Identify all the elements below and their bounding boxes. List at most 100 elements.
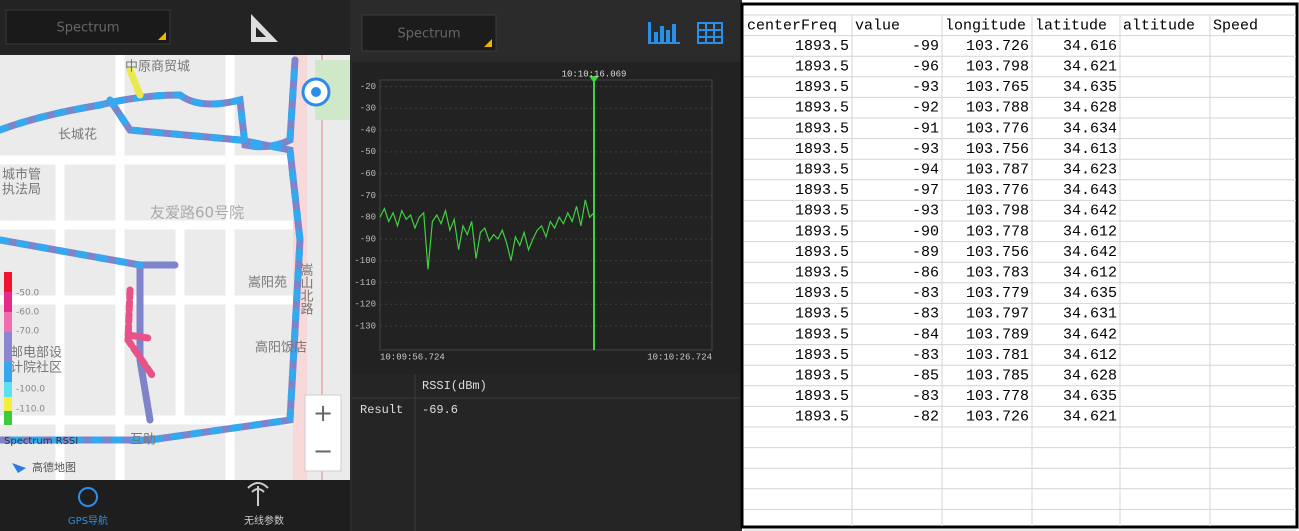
cell: 1893.5 — [795, 264, 849, 281]
x-label: 10:10:26.724 — [647, 352, 712, 362]
cell: 34.642 — [1063, 244, 1117, 261]
cell: -83 — [912, 285, 939, 302]
cell: -93 — [912, 79, 939, 96]
column-header: value — [855, 17, 900, 34]
table-icon[interactable] — [697, 22, 723, 44]
cell: 1893.5 — [795, 223, 849, 240]
spectrum-chart: -20 -30 -40 -50 -60 -70 -80 -90 -100 -110 -120 -130… — [354, 69, 713, 362]
cell: -83 — [912, 347, 939, 364]
zoom-control — [304, 394, 342, 472]
cell: -82 — [912, 409, 939, 426]
cell: 34.612 — [1063, 223, 1117, 240]
cell: 103.726 — [966, 409, 1029, 426]
map-labels: 中原商贸城 长城花 城市管 执法局 友爱路60号院 嵩阳苑 嵩山北路 高阳饭店 … — [2, 60, 313, 448]
y-tick-label: -90 — [360, 234, 376, 244]
sheet-grid: centerFreq value longitude latitude altitude… — [744, 14, 1296, 531]
cell: -84 — [912, 326, 939, 343]
cell: 34.642 — [1063, 326, 1117, 343]
cell: -86 — [912, 264, 939, 281]
track — [0, 56, 304, 444]
table-lines — [352, 374, 740, 531]
cell: -85 — [912, 367, 939, 384]
legend: -50.0 -60.0 -70.0 -100.0 -110.0 Spectrum… — [4, 272, 78, 447]
y-tick-label: -70 — [360, 191, 376, 201]
marker-label: 10:10:16.069 — [562, 69, 627, 79]
cell: -83 — [912, 388, 939, 405]
cell: 103.787 — [966, 161, 1029, 178]
cell: 103.781 — [966, 347, 1029, 364]
cell: 1893.5 — [795, 367, 849, 384]
cell: -92 — [912, 100, 939, 117]
cell: 1893.5 — [795, 203, 849, 220]
cell: 34.613 — [1063, 141, 1117, 158]
ruler-icon[interactable] — [251, 14, 278, 42]
cell: 103.788 — [966, 100, 1029, 117]
cell: 34.612 — [1063, 347, 1117, 364]
chart-icon[interactable] — [648, 22, 680, 44]
map-label: 高阳饭店 — [255, 340, 307, 356]
y-tick-label: -130 — [354, 321, 376, 331]
legend-label: -60.0 — [16, 308, 40, 318]
cell: 103.783 — [966, 264, 1029, 281]
cell: 103.779 — [966, 285, 1029, 302]
cell: 103.798 — [966, 58, 1029, 75]
dropdown-arrow — [158, 32, 166, 40]
zoom-in[interactable]: + — [313, 399, 333, 427]
locate-dot — [311, 87, 321, 97]
legend-label: -70.0 — [16, 327, 40, 337]
map-label: 友爱路60号院 — [150, 204, 244, 222]
legend-label: -50.0 — [16, 289, 40, 299]
result-table — [352, 374, 740, 531]
map-label: 长城花 — [58, 127, 97, 143]
cell: 1893.5 — [795, 141, 849, 158]
spreadsheet — [740, 2, 1299, 529]
streets — [0, 55, 300, 480]
map-label: 嵩山北路 — [298, 263, 314, 315]
y-tick-label: -60 — [360, 169, 376, 179]
plot-frame — [379, 79, 713, 351]
cell: 34.628 — [1063, 367, 1117, 384]
cell: 1893.5 — [795, 306, 849, 323]
map-label: 城市管 — [2, 167, 41, 183]
y-tick-label: -100 — [354, 256, 376, 266]
provider: 高德地图 — [32, 460, 76, 474]
cell: 103.797 — [966, 306, 1029, 323]
cell: 34.635 — [1063, 79, 1117, 96]
map-label: 邮电部设 — [10, 346, 62, 361]
cell: 34.634 — [1063, 120, 1117, 137]
cell: 1893.5 — [795, 79, 849, 96]
table-label: Result — [360, 403, 403, 417]
cell: 34.621 — [1063, 58, 1117, 75]
cell: 1893.5 — [795, 409, 849, 426]
column-header: Speed — [1213, 17, 1258, 34]
cell: 34.642 — [1063, 203, 1117, 220]
cell: 103.778 — [966, 388, 1029, 405]
column-header: altitude — [1123, 17, 1195, 34]
cell: 1893.5 — [795, 182, 849, 199]
cell: 34.623 — [1063, 161, 1117, 178]
zoom-out[interactable]: − — [313, 437, 333, 465]
nav-item[interactable]: GPS导航 — [68, 514, 108, 527]
cell: -83 — [912, 306, 939, 323]
map-label: 计院社区 — [10, 360, 62, 376]
cell: 34.635 — [1063, 388, 1117, 405]
map-label: 嵩阳苑 — [248, 276, 287, 291]
column-header: centerFreq — [747, 17, 837, 34]
cell: 103.776 — [966, 182, 1029, 199]
cell: 1893.5 — [795, 161, 849, 178]
y-tick-label: -40 — [360, 125, 376, 135]
provider-logo: 高德地图 — [12, 460, 76, 474]
cell: 1893.5 — [795, 326, 849, 343]
cell: -91 — [912, 120, 939, 137]
cell: 103.789 — [966, 326, 1029, 343]
cell: 1893.5 — [795, 244, 849, 261]
map-label: 执法局 — [2, 183, 41, 198]
y-tick-label: -80 — [360, 213, 376, 223]
nav-item[interactable]: 无线参数 — [244, 514, 284, 527]
y-tick-label: -110 — [354, 278, 376, 288]
cell: -97 — [912, 182, 939, 199]
cell: 34.628 — [1063, 100, 1117, 117]
dropdown[interactable] — [361, 14, 497, 52]
dropdown[interactable] — [5, 9, 171, 45]
